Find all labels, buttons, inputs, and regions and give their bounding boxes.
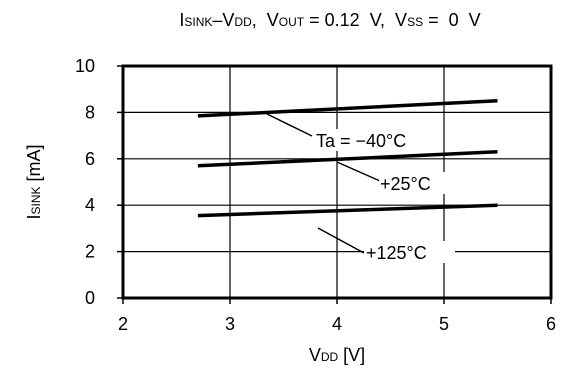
x-tick-label: 4 bbox=[332, 314, 342, 334]
series-label-25: +25°C bbox=[380, 174, 431, 194]
tick-labels: 2 3 4 5 6 0 2 4 6 8 10 bbox=[75, 56, 556, 334]
y-tick-label: 0 bbox=[85, 288, 95, 308]
x-tick-label: 5 bbox=[439, 314, 449, 334]
y-tick-label: 10 bbox=[75, 56, 95, 76]
x-axis-label: VDD [V] bbox=[309, 345, 365, 365]
x-tick-label: 2 bbox=[118, 314, 128, 334]
series-label-minus40: Ta = −40°C bbox=[316, 131, 406, 151]
label-leader-25 bbox=[336, 161, 381, 182]
y-axis-label: ISINK [mA] bbox=[24, 144, 44, 219]
series-layer bbox=[197, 99, 498, 218]
x-tick-label: 3 bbox=[225, 314, 235, 334]
series-line-2 bbox=[197, 203, 498, 218]
x-tick-label: 6 bbox=[546, 314, 556, 334]
label-bg-125 bbox=[364, 241, 455, 263]
y-tick-label: 4 bbox=[85, 195, 95, 215]
plot-frame bbox=[121, 64, 553, 300]
y-tick-label: 8 bbox=[85, 102, 95, 122]
series-line-1 bbox=[197, 150, 498, 168]
label-leader-125 bbox=[317, 227, 365, 254]
series-line-0 bbox=[197, 99, 498, 118]
label-bg-25 bbox=[379, 172, 448, 194]
label-bg-minus40 bbox=[314, 129, 443, 151]
y-tick-label: 6 bbox=[85, 149, 95, 169]
y-tick-label: 2 bbox=[85, 242, 95, 262]
series-label-125: +125°C bbox=[366, 243, 427, 263]
chart-title: ISINK–VDD, VOUT = 0.12 V, VSS = 0 V bbox=[179, 10, 480, 30]
label-leader-minus40 bbox=[266, 113, 313, 137]
